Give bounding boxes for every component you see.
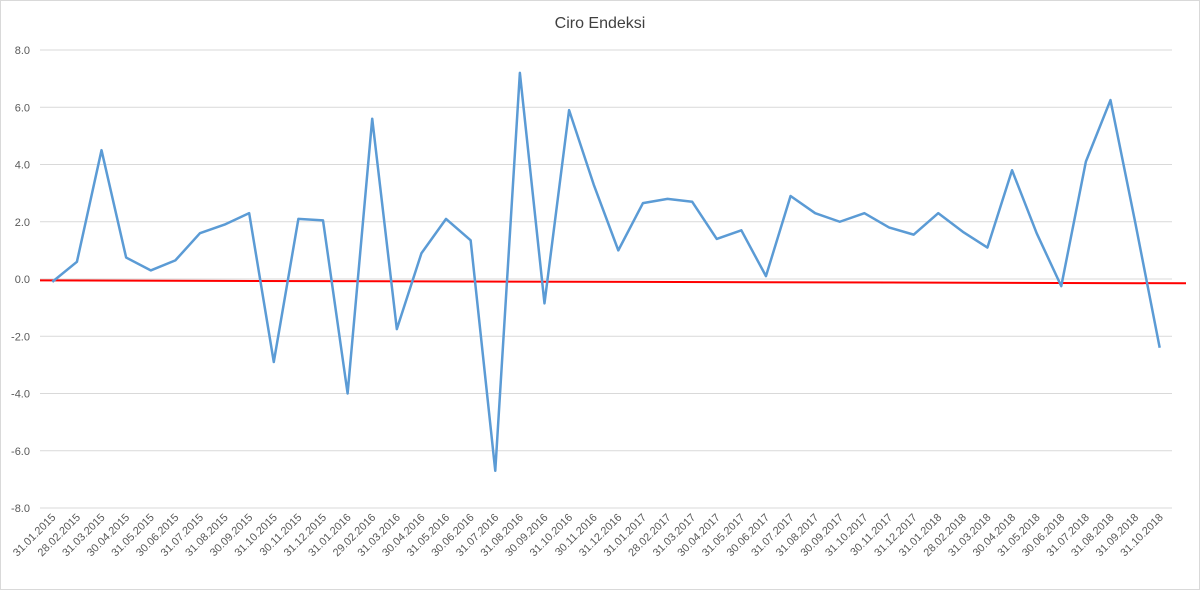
y-tick-label: -4.0	[11, 389, 30, 401]
y-tick-label: -8.0	[11, 503, 30, 515]
chart-title: Ciro Endeksi	[555, 15, 646, 32]
data-line	[51, 71, 1161, 473]
y-tick-label: -6.0	[11, 446, 30, 458]
trend-line	[39, 279, 1187, 285]
y-tick-label: -2.0	[11, 331, 30, 343]
y-tick-label: 0.0	[15, 274, 30, 286]
y-tick-label: 4.0	[15, 160, 30, 172]
y-tick-label: 8.0	[15, 45, 30, 57]
y-tick-label: 2.0	[15, 217, 30, 229]
y-tick-label: 6.0	[15, 102, 30, 114]
